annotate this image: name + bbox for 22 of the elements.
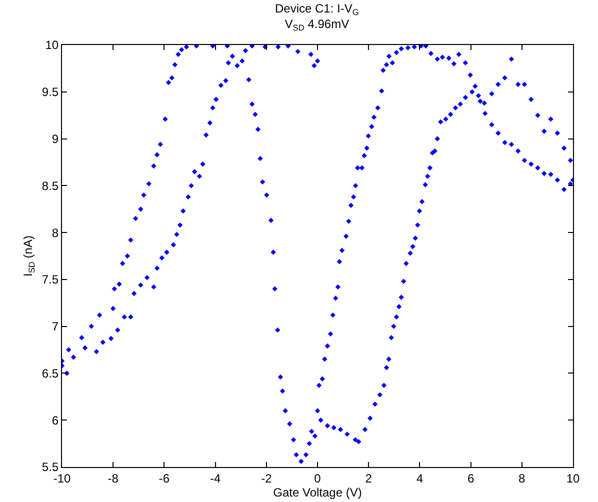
x-tick-label: 6: [467, 471, 474, 486]
x-axis-title: Gate Voltage (V): [273, 485, 362, 500]
chart-title: Device C1: I-V$_{G}$: [275, 2, 359, 18]
x-tick-label: 2: [365, 471, 372, 486]
y-tick-label: 8.5: [42, 178, 59, 193]
x-tick-label: -2: [261, 471, 272, 486]
y-tick-label: 6.5: [42, 366, 59, 380]
x-tick-label: 0: [314, 471, 322, 486]
y-tick-label: 9: [52, 132, 59, 146]
y-tick-label: 8: [52, 226, 59, 240]
x-tick-label: -4: [210, 471, 221, 486]
x-tick-label: 8: [518, 471, 526, 486]
x-tick-label: -6: [158, 471, 170, 486]
y-tick-label: 10: [45, 38, 59, 52]
y-tick-label: 6: [52, 413, 59, 428]
y-tick-label: 7.5: [42, 272, 59, 287]
y-tick-label: 7: [52, 320, 59, 334]
x-tick-label: 10: [566, 471, 580, 486]
x-tick-label: -8: [108, 471, 119, 486]
y-tick-label: 9.5: [42, 85, 59, 100]
x-tick-label: 4: [416, 471, 424, 486]
chart-subtitle: V$_{SD}$ 4.96mV: [284, 17, 350, 33]
